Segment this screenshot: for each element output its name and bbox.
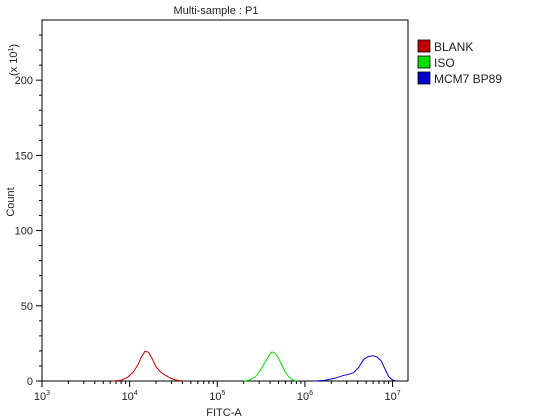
- x-tick-label: 104: [122, 390, 138, 403]
- y-axis-label: Count: [5, 187, 17, 216]
- y-axis: 0 50 100 150 200: [15, 34, 42, 388]
- y-tick-label: 50: [21, 301, 33, 313]
- plot-area: [41, 19, 409, 382]
- x-tick-label: 107: [384, 390, 400, 403]
- x-tick-base: 10: [122, 391, 134, 403]
- legend-label: MCM7 BP89: [434, 72, 502, 86]
- x-tick-exp: 4: [134, 390, 138, 397]
- y-tick-label: 150: [15, 150, 33, 162]
- y-multiplier-label: (x 101): [8, 44, 20, 76]
- svg-text:(x 101): (x 101): [8, 44, 20, 76]
- x-tick-exp: 3: [46, 390, 50, 397]
- legend-swatch: [417, 71, 431, 85]
- x-tick-label: 103: [34, 390, 50, 403]
- legend: BLANK ISO MCM7 BP89: [417, 39, 502, 86]
- legend-label: BLANK: [434, 40, 473, 54]
- x-axis: 103 104 105 106 107: [34, 381, 401, 403]
- x-tick-base: 10: [297, 391, 309, 403]
- x-tick-exp: 7: [397, 390, 401, 397]
- x-tick-label: 106: [297, 390, 313, 403]
- legend-swatch: [417, 39, 431, 53]
- legend-label: ISO: [434, 56, 455, 70]
- x-tick-base: 10: [209, 391, 221, 403]
- x-tick-base: 10: [34, 391, 46, 403]
- x-axis-label: FITC-A: [206, 407, 242, 419]
- legend-swatch: [417, 55, 431, 69]
- x-tick-exp: 6: [309, 390, 313, 397]
- series-lines: [113, 350, 397, 382]
- series-line-0: [113, 350, 185, 382]
- series-line-2: [314, 355, 397, 382]
- y-tick-label: 0: [27, 376, 33, 388]
- y-multiplier-exp: 1: [8, 48, 15, 52]
- y-tick-label: 100: [15, 226, 33, 238]
- x-tick-label: 105: [209, 390, 225, 403]
- y-multiplier-text: (x 10: [8, 52, 20, 76]
- y-tick-label: 200: [15, 75, 33, 87]
- series-line-1: [243, 351, 298, 382]
- x-tick-base: 10: [384, 391, 396, 403]
- chart-title: Multi-sample : P1: [174, 5, 259, 17]
- x-tick-exp: 5: [221, 390, 225, 397]
